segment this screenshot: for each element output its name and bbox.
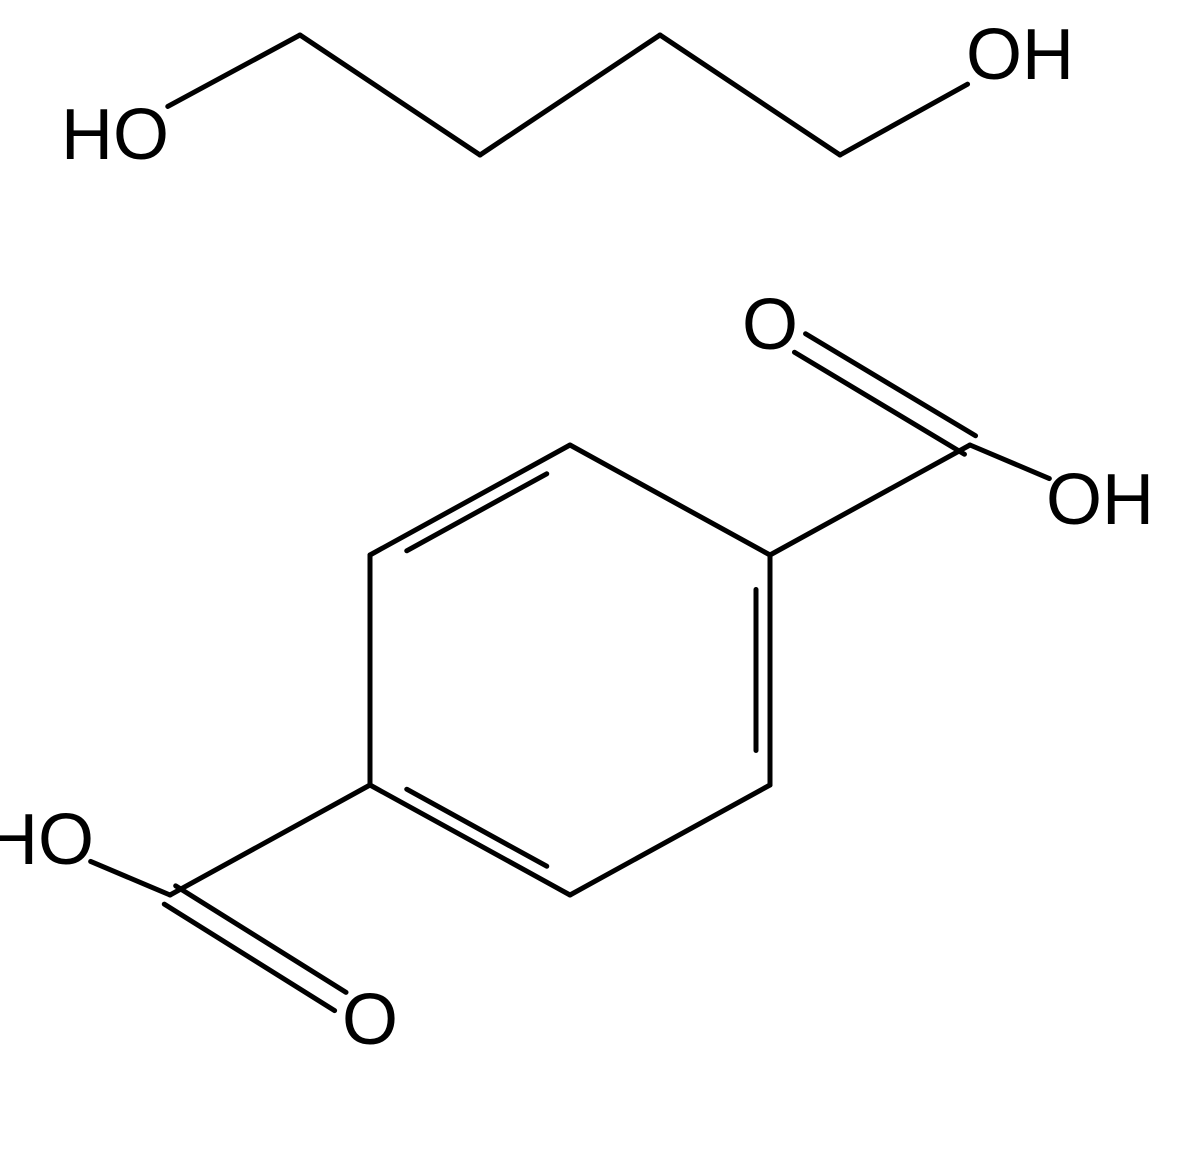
atom-label: O xyxy=(742,285,798,365)
atom-label: OH xyxy=(1046,460,1154,540)
atom-label: HO xyxy=(61,95,169,175)
atom-label: O xyxy=(342,980,398,1060)
chemical-structure-diagram: HOOHOOHOHO xyxy=(0,0,1183,1158)
atom-label: HO xyxy=(0,800,94,880)
atom-label: OH xyxy=(966,15,1074,95)
